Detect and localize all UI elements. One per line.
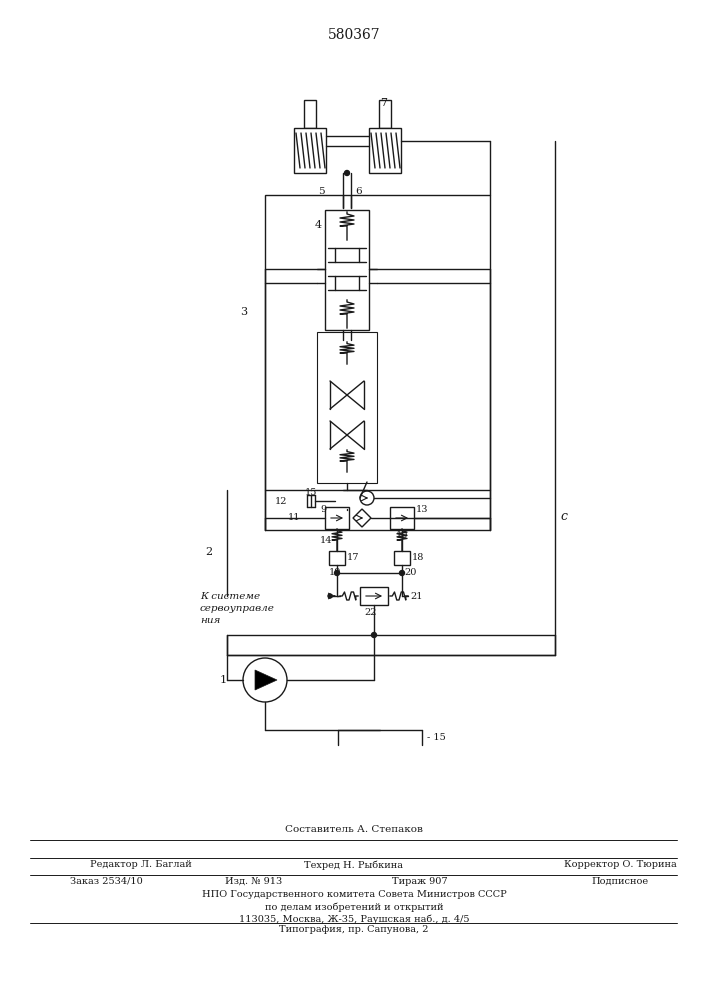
Bar bbox=[265, 195, 490, 490]
Text: Техред Н. Рыбкина: Техред Н. Рыбкина bbox=[305, 860, 404, 869]
Text: 15: 15 bbox=[305, 488, 317, 497]
Text: Подписное: Подписное bbox=[592, 877, 648, 886]
Circle shape bbox=[360, 491, 374, 505]
Text: Тираж 907: Тираж 907 bbox=[392, 877, 448, 886]
Text: 9: 9 bbox=[320, 505, 326, 514]
Text: 2: 2 bbox=[205, 547, 212, 557]
Bar bbox=[317, 332, 377, 483]
Text: Составитель А. Степаков: Составитель А. Степаков bbox=[285, 825, 423, 834]
Text: по делам изобретений и открытий: по делам изобретений и открытий bbox=[264, 902, 443, 912]
Bar bbox=[390, 507, 414, 529]
Circle shape bbox=[371, 633, 377, 638]
Bar bbox=[360, 587, 388, 605]
Text: ния: ния bbox=[200, 616, 221, 625]
Polygon shape bbox=[255, 670, 277, 690]
Text: 11: 11 bbox=[288, 514, 300, 522]
Bar bbox=[304, 100, 316, 128]
Text: 4: 4 bbox=[315, 220, 322, 230]
Text: 19: 19 bbox=[329, 568, 341, 577]
Circle shape bbox=[399, 570, 404, 576]
Bar bbox=[325, 210, 369, 330]
Text: 12: 12 bbox=[274, 496, 287, 506]
Bar bbox=[294, 128, 326, 173]
Bar bbox=[329, 551, 345, 565]
Bar bbox=[369, 128, 401, 173]
Text: К системе: К системе bbox=[200, 592, 260, 601]
Circle shape bbox=[328, 594, 332, 598]
Text: - 15: - 15 bbox=[427, 734, 445, 742]
Text: 14: 14 bbox=[320, 536, 332, 545]
Text: 17: 17 bbox=[347, 553, 359, 562]
Text: 113035, Москва, Ж-35, Раушская наб., д. 4/5: 113035, Москва, Ж-35, Раушская наб., д. … bbox=[239, 914, 469, 924]
Text: c: c bbox=[560, 510, 567, 523]
Text: сервоуправле: сервоуправле bbox=[200, 604, 275, 613]
Text: Типография, пр. Сапунова, 2: Типография, пр. Сапунова, 2 bbox=[279, 925, 428, 934]
Text: 7: 7 bbox=[380, 98, 387, 108]
Text: НПО Государственного комитета Совета Министров СССР: НПО Государственного комитета Совета Мин… bbox=[201, 890, 506, 899]
Circle shape bbox=[334, 570, 339, 576]
Circle shape bbox=[243, 658, 287, 702]
Polygon shape bbox=[353, 509, 371, 527]
Text: Редактор Л. Баглай: Редактор Л. Баглай bbox=[90, 860, 192, 869]
Bar bbox=[325, 507, 349, 529]
Text: 22: 22 bbox=[365, 608, 378, 617]
Text: 10: 10 bbox=[396, 531, 408, 540]
Text: 20: 20 bbox=[404, 568, 416, 577]
Text: 1: 1 bbox=[220, 675, 227, 685]
Text: 580367: 580367 bbox=[327, 28, 380, 42]
Text: 5: 5 bbox=[318, 186, 325, 196]
Text: 6: 6 bbox=[355, 186, 361, 196]
Bar bbox=[379, 100, 391, 128]
Text: 13: 13 bbox=[416, 505, 428, 514]
Text: Корректор О. Тюрина: Корректор О. Тюрина bbox=[563, 860, 677, 869]
Bar bbox=[325, 340, 369, 475]
Text: 3: 3 bbox=[240, 307, 247, 317]
Text: 21: 21 bbox=[410, 592, 423, 601]
Bar bbox=[394, 551, 410, 565]
Text: Заказ 2534/10: Заказ 2534/10 bbox=[70, 877, 143, 886]
Circle shape bbox=[344, 170, 349, 176]
Text: Изд. № 913: Изд. № 913 bbox=[226, 877, 283, 886]
Text: 18: 18 bbox=[412, 553, 424, 562]
